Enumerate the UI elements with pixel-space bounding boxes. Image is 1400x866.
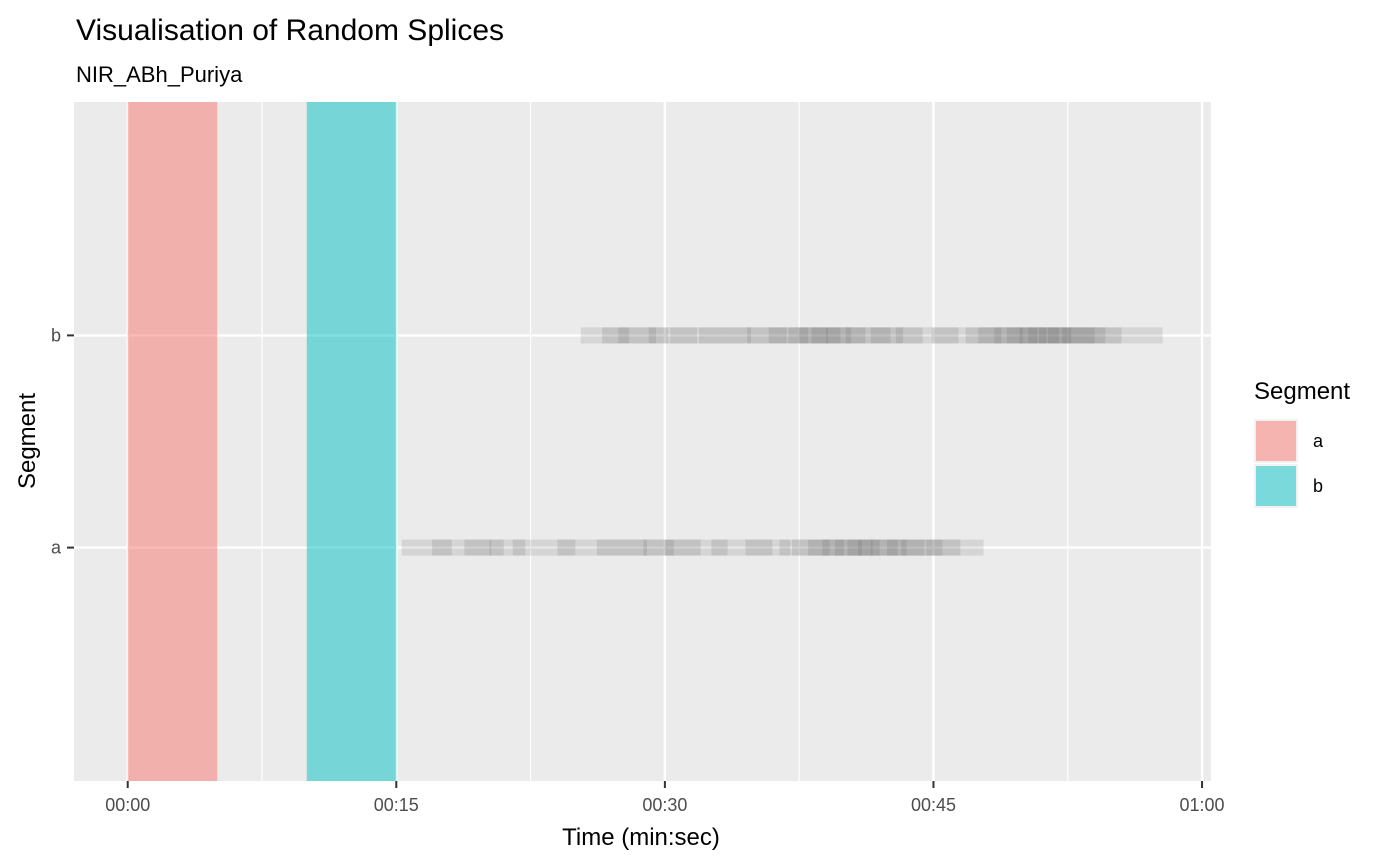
splice-mark-a: [822, 539, 873, 556]
x-tick-label: 01:00: [1180, 795, 1225, 815]
splice-mark-a: [847, 539, 898, 556]
splice-mark-b: [826, 327, 891, 344]
chart-title: Visualisation of Random Splices: [76, 14, 504, 47]
splice-mark-a: [745, 539, 791, 556]
splice-mark-b: [1083, 327, 1163, 344]
splice-mark-a: [489, 539, 526, 556]
splice-mark-a: [858, 539, 907, 556]
splice-mark-b: [670, 327, 726, 344]
splice-mark-b: [725, 327, 787, 344]
splice-mark-b: [1048, 327, 1106, 344]
plot-panel: [74, 102, 1211, 781]
splice-mark-b: [799, 327, 852, 344]
legend-label-b: b: [1313, 476, 1323, 496]
x-tick-label: 00:15: [374, 795, 419, 815]
splice-mark-a: [711, 539, 773, 556]
splice-mark-b: [768, 327, 828, 344]
legend-swatch-a: [1256, 421, 1296, 461]
splice-mark-b: [870, 327, 923, 344]
splice-mark-b: [1019, 327, 1072, 344]
splice-mark-a: [596, 539, 647, 556]
legend-title: Segment: [1254, 378, 1350, 405]
splice-mark-b: [931, 327, 1002, 344]
x-tick-label: 00:00: [105, 795, 150, 815]
y-tick-label: a: [51, 538, 62, 558]
splice-marks: [401, 327, 1163, 556]
segment-band-b: [306, 102, 397, 781]
splice-mark-a: [926, 539, 984, 556]
splice-mark-b: [788, 327, 841, 344]
x-axis-title: Time (min:sec): [562, 824, 720, 851]
y-axis-title: Segment: [14, 393, 41, 489]
x-axis: 00:00 00:15 00:30 00:45 01:00: [105, 781, 1225, 815]
segment-band-a: [127, 102, 218, 781]
splice-mark-b: [580, 327, 630, 344]
splice-mark-b: [965, 327, 1023, 344]
splice-mark-b: [994, 327, 1047, 344]
y-tick-label: b: [51, 325, 61, 345]
splice-mark-a: [464, 539, 504, 556]
splice-mark-a: [620, 539, 674, 556]
splice-mark-a: [557, 539, 621, 556]
splice-mark-b: [747, 327, 809, 344]
chart-subtitle: NIR_ABh_Puriya: [76, 62, 243, 87]
splice-mark-b: [602, 327, 656, 344]
legend-swatch-b: [1256, 466, 1296, 506]
splice-mark-a: [792, 539, 844, 556]
splice-mark-a: [432, 539, 492, 556]
splice-mark-b: [1028, 327, 1084, 344]
splice-mark-a: [664, 539, 728, 556]
splice-mark-b: [1006, 327, 1059, 344]
splice-mark-a: [901, 539, 961, 556]
legend-entries: ab: [1254, 419, 1324, 508]
x-tick-label: 00:45: [911, 795, 956, 815]
splice-mark-a: [512, 539, 576, 556]
splice-mark-b: [698, 327, 751, 344]
splice-mark-b: [978, 327, 1038, 344]
splice-mark-a: [808, 539, 862, 556]
splice-mark-a: [401, 539, 452, 556]
y-axis: ab: [51, 325, 74, 558]
splice-mark-a: [834, 539, 880, 556]
splice-mark-a: [870, 539, 925, 556]
splice-mark-b: [1062, 327, 1122, 344]
legend-label-a: a: [1313, 431, 1324, 451]
splice-mark-b: [845, 327, 904, 344]
splice-mark-b: [811, 327, 866, 344]
minor-gridlines: [261, 102, 1069, 781]
splice-mark-b: [618, 327, 669, 344]
splice-mark-a: [779, 539, 830, 556]
splice-mark-a: [886, 539, 943, 556]
segment-bands: [127, 102, 397, 781]
splice-mark-a: [643, 539, 701, 556]
x-tick-label: 00:30: [642, 795, 687, 815]
splice-mark-b: [1039, 327, 1095, 344]
legend: Segment ab: [1254, 378, 1350, 508]
splice-mark-b: [895, 327, 959, 344]
splice-mark-b: [648, 327, 698, 344]
